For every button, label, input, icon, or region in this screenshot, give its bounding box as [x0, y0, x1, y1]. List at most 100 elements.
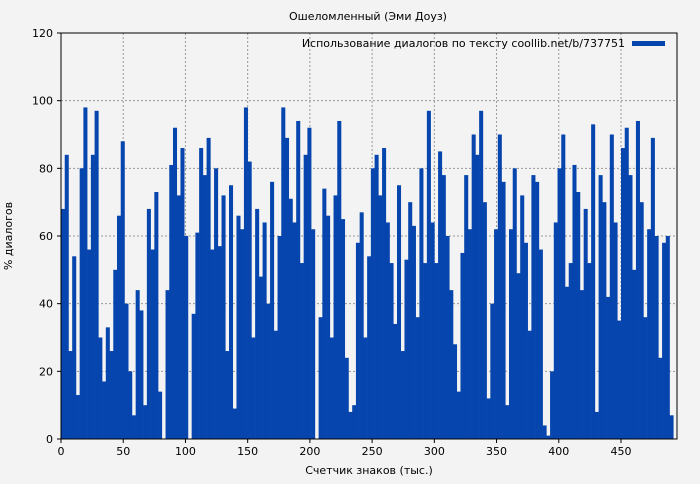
y-axis: 0 20 40 60 80 100 120 — [32, 27, 61, 446]
bar — [658, 357, 663, 439]
bar — [355, 242, 360, 439]
y-tick-label: 80 — [39, 162, 53, 175]
bar — [438, 151, 443, 439]
bar — [434, 263, 439, 439]
bar — [206, 137, 211, 439]
bar — [98, 337, 103, 439]
bar — [262, 222, 267, 439]
bar — [654, 236, 659, 439]
bar — [475, 154, 480, 440]
bar — [576, 192, 581, 439]
bar — [146, 208, 151, 439]
bar — [109, 351, 114, 439]
x-axis-label: Счетчик знаков (тыс.) — [305, 464, 433, 477]
bar — [404, 259, 409, 439]
legend-swatch — [632, 41, 665, 46]
bar — [135, 290, 140, 439]
bar — [624, 127, 629, 439]
chart-title: Ошеломленный (Эми Доуз) — [289, 10, 447, 23]
bar — [75, 395, 80, 439]
bar — [61, 208, 66, 439]
bar — [344, 357, 349, 439]
y-tick-label: 100 — [32, 95, 53, 108]
bar — [632, 269, 637, 439]
y-tick-label: 40 — [39, 298, 53, 311]
bar — [650, 137, 655, 439]
x-axis: 0 50 100 150 200 250 300 350 400 450 — [58, 439, 632, 458]
x-tick-label: 150 — [237, 445, 258, 458]
bar — [105, 327, 110, 439]
bar — [426, 110, 431, 440]
bar — [538, 249, 543, 439]
bar — [445, 236, 450, 439]
bar — [606, 296, 611, 439]
bar — [117, 215, 122, 439]
bar — [579, 290, 584, 439]
bar — [128, 371, 133, 439]
bar — [318, 317, 323, 439]
bar — [124, 303, 129, 439]
bar — [333, 195, 338, 439]
bar — [382, 148, 387, 440]
bar — [613, 222, 618, 439]
bar — [370, 168, 375, 440]
bar — [68, 351, 73, 439]
x-tick-label: 100 — [175, 445, 196, 458]
bar — [453, 344, 458, 439]
bar — [408, 202, 413, 439]
bar — [647, 229, 652, 439]
bar — [397, 185, 402, 439]
bar — [497, 134, 502, 439]
bar — [221, 195, 226, 439]
bar — [236, 215, 241, 439]
bar — [173, 127, 178, 439]
bar — [341, 219, 346, 439]
y-tick-label: 20 — [39, 365, 53, 378]
bar — [232, 408, 237, 439]
bar — [419, 168, 424, 440]
bar — [281, 107, 286, 439]
bar — [598, 175, 603, 439]
bar — [169, 164, 174, 439]
bar — [509, 229, 514, 439]
bar — [292, 222, 297, 439]
bar — [72, 256, 77, 439]
bar — [247, 161, 252, 440]
bar — [542, 425, 547, 439]
bar — [288, 198, 293, 439]
bar — [296, 120, 301, 439]
y-tick-label: 120 — [32, 27, 53, 40]
bar — [64, 154, 69, 440]
bar — [154, 192, 159, 439]
bar — [202, 175, 207, 439]
bar — [165, 290, 170, 439]
bar — [520, 195, 525, 439]
bar — [229, 185, 234, 439]
bar — [464, 175, 469, 439]
bar — [568, 263, 573, 439]
bar — [471, 134, 476, 439]
x-tick-label: 0 — [58, 445, 65, 458]
bar — [662, 242, 667, 439]
bar — [594, 411, 599, 439]
bar — [266, 303, 271, 439]
bar — [486, 398, 491, 439]
x-tick-label: 350 — [486, 445, 507, 458]
bar — [467, 229, 472, 439]
bar — [251, 337, 256, 439]
bar — [240, 229, 245, 439]
bar — [195, 232, 200, 439]
bar — [139, 310, 144, 439]
y-tick-label: 60 — [39, 230, 53, 243]
bar — [494, 229, 499, 439]
bar — [329, 337, 334, 439]
bar — [512, 168, 517, 440]
bar — [423, 263, 428, 439]
legend-label: Использование диалогов по тексту coollib… — [302, 37, 625, 50]
bar — [348, 411, 353, 439]
bar — [479, 110, 484, 440]
bar — [456, 391, 461, 439]
bar — [131, 415, 136, 439]
bar — [210, 249, 215, 439]
